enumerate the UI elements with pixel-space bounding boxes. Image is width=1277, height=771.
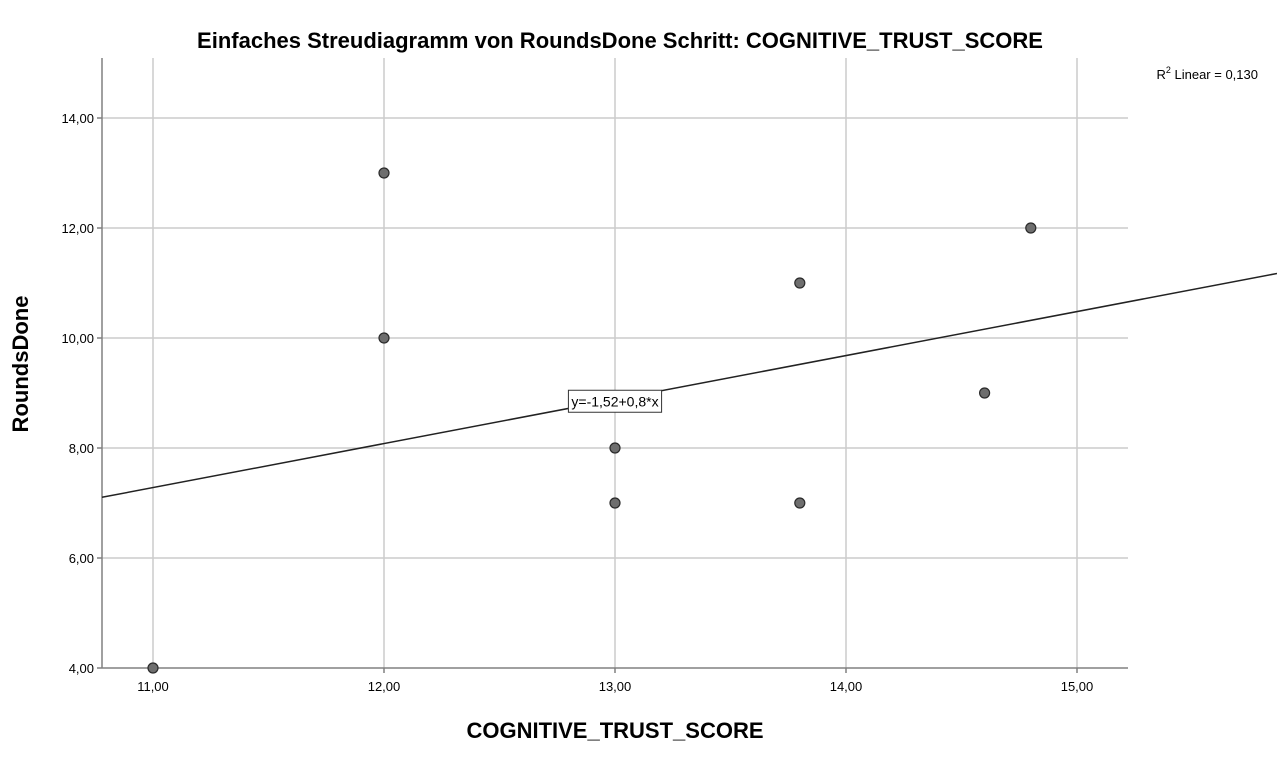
x-axis-title: COGNITIVE_TRUST_SCORE xyxy=(466,718,763,743)
data-point xyxy=(794,497,806,509)
x-tick-label: 12,00 xyxy=(368,679,401,694)
label-layer: Einfaches Streudiagramm von RoundsDone S… xyxy=(8,28,1258,743)
data-point xyxy=(609,442,621,454)
axis-layer: 11,00 12,00 13,00 14,00 15,00 4,00 6,00 8,00 10,… xyxy=(61,58,1128,694)
regression-line xyxy=(101,272,1277,499)
y-tick-label: 12,00 xyxy=(61,221,94,236)
y-tick-label: 14,00 xyxy=(61,111,94,126)
r2-prefix: R xyxy=(1156,67,1165,82)
y-tick-label: 6,00 xyxy=(69,551,94,566)
fit-line-layer xyxy=(101,272,1277,499)
data-point xyxy=(609,497,621,509)
x-tick-label: 15,00 xyxy=(1061,679,1094,694)
equation-label: y=-1,52+0,8*x xyxy=(571,393,658,409)
data-point xyxy=(378,332,390,344)
equation-box: y=-1,52+0,8*x xyxy=(567,389,663,413)
x-tick-label: 13,00 xyxy=(599,679,632,694)
y-tick-label: 8,00 xyxy=(69,441,94,456)
data-point xyxy=(978,387,991,399)
r2-value: Linear = 0,130 xyxy=(1171,67,1258,82)
r2-superscript: 2 xyxy=(1166,65,1171,75)
data-point xyxy=(1025,222,1037,234)
data-point xyxy=(794,277,806,289)
r2-label: R2 Linear = 0,130 xyxy=(1156,65,1258,82)
x-tick-label: 11,00 xyxy=(137,679,169,694)
data-point xyxy=(147,662,159,674)
y-tick-label: 10,00 xyxy=(61,331,94,346)
x-tick-label: 14,00 xyxy=(830,679,863,694)
chart-title: Einfaches Streudiagramm von RoundsDone S… xyxy=(197,28,1043,53)
y-tick-label: 4,00 xyxy=(69,661,94,676)
y-axis-title: RoundsDone xyxy=(8,296,33,433)
grid-layer xyxy=(102,58,1128,668)
data-point xyxy=(378,167,390,179)
points-layer xyxy=(147,167,1037,674)
equation-box-frame xyxy=(567,389,663,413)
